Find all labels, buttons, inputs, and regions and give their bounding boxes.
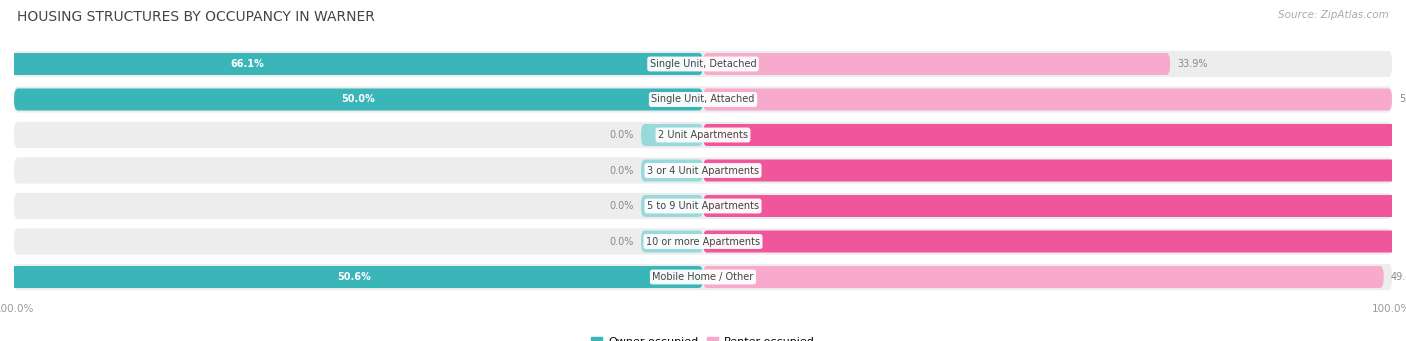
- FancyBboxPatch shape: [0, 53, 703, 75]
- FancyBboxPatch shape: [641, 160, 703, 181]
- Text: 5 to 9 Unit Apartments: 5 to 9 Unit Apartments: [647, 201, 759, 211]
- FancyBboxPatch shape: [641, 195, 703, 217]
- Text: 0.0%: 0.0%: [610, 130, 634, 140]
- FancyBboxPatch shape: [14, 122, 1392, 148]
- Text: HOUSING STRUCTURES BY OCCUPANCY IN WARNER: HOUSING STRUCTURES BY OCCUPANCY IN WARNE…: [17, 10, 375, 24]
- FancyBboxPatch shape: [14, 51, 1392, 77]
- Text: 10 or more Apartments: 10 or more Apartments: [645, 237, 761, 247]
- Text: 66.1%: 66.1%: [231, 59, 264, 69]
- Text: Source: ZipAtlas.com: Source: ZipAtlas.com: [1278, 10, 1389, 20]
- FancyBboxPatch shape: [14, 193, 1392, 219]
- Text: 49.4%: 49.4%: [1391, 272, 1406, 282]
- Text: 0.0%: 0.0%: [610, 201, 634, 211]
- FancyBboxPatch shape: [14, 264, 1392, 290]
- FancyBboxPatch shape: [703, 53, 1170, 75]
- Text: 33.9%: 33.9%: [1177, 59, 1208, 69]
- FancyBboxPatch shape: [14, 86, 1392, 113]
- FancyBboxPatch shape: [6, 266, 703, 288]
- FancyBboxPatch shape: [703, 266, 1384, 288]
- Text: Mobile Home / Other: Mobile Home / Other: [652, 272, 754, 282]
- FancyBboxPatch shape: [703, 89, 1392, 110]
- Text: 50.0%: 50.0%: [1399, 94, 1406, 104]
- Text: 2 Unit Apartments: 2 Unit Apartments: [658, 130, 748, 140]
- Legend: Owner-occupied, Renter-occupied: Owner-occupied, Renter-occupied: [586, 332, 820, 341]
- FancyBboxPatch shape: [703, 195, 1406, 217]
- FancyBboxPatch shape: [14, 228, 1392, 255]
- Text: 0.0%: 0.0%: [610, 165, 634, 176]
- Text: Single Unit, Detached: Single Unit, Detached: [650, 59, 756, 69]
- FancyBboxPatch shape: [14, 89, 703, 110]
- FancyBboxPatch shape: [703, 160, 1406, 181]
- Text: 3 or 4 Unit Apartments: 3 or 4 Unit Apartments: [647, 165, 759, 176]
- FancyBboxPatch shape: [703, 231, 1406, 252]
- FancyBboxPatch shape: [14, 157, 1392, 184]
- FancyBboxPatch shape: [703, 124, 1406, 146]
- FancyBboxPatch shape: [641, 124, 703, 146]
- Text: 0.0%: 0.0%: [610, 237, 634, 247]
- FancyBboxPatch shape: [641, 231, 703, 252]
- Text: 50.6%: 50.6%: [337, 272, 371, 282]
- Text: 50.0%: 50.0%: [342, 94, 375, 104]
- Text: Single Unit, Attached: Single Unit, Attached: [651, 94, 755, 104]
